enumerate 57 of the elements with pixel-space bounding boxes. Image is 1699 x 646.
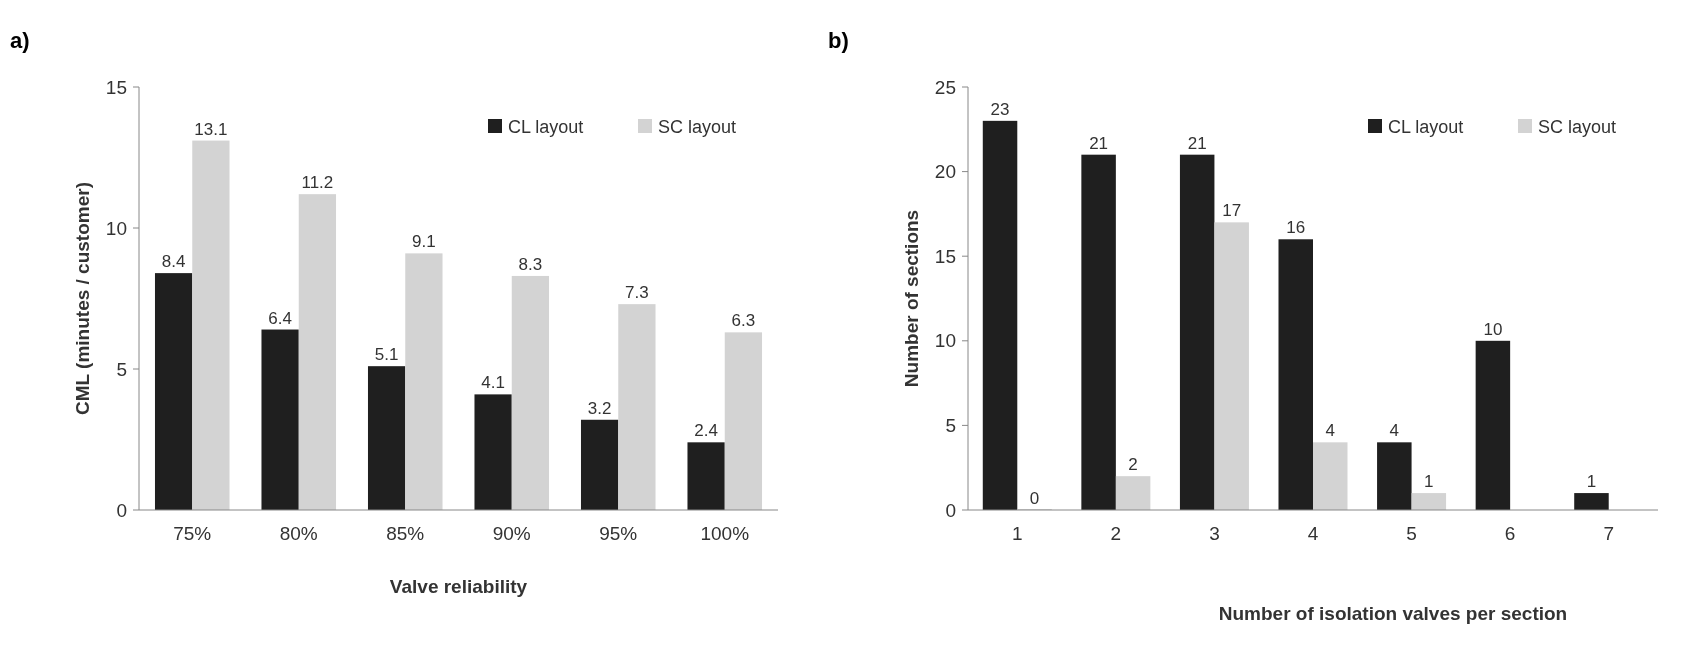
data-label: 8.3 [518,254,543,274]
y-tick-label: 0 [945,499,956,521]
y-tick-label: 0 [116,499,127,521]
x-tick-label: 90% [492,523,531,544]
chart-title: a) [10,28,30,53]
x-tick-label: 100% [700,523,750,544]
y-axis-title: Number of sections [901,209,922,388]
data-label: 17 [1222,201,1242,221]
legend-label: SC layout [658,117,737,138]
data-label: 7.3 [625,283,649,303]
y-tick-label: 5 [945,415,956,437]
x-tick-label: 85% [386,523,425,544]
data-label: 8.4 [161,252,186,272]
x-axis-title: Number of isolation valves per section [1218,603,1568,624]
data-label: 13.1 [194,119,228,139]
y-tick-label: 15 [934,245,956,267]
x-tick-label: 80% [279,523,318,544]
data-label: 6.4 [268,308,292,328]
data-label: 10 [1483,319,1503,339]
data-label: 0 [1029,489,1040,508]
data-label: 6.3 [731,311,756,331]
data-label: 11.2 [301,173,334,193]
data-label: 2.4 [694,421,718,441]
y-tick-label: 25 [934,76,956,98]
data-label: 4.1 [481,373,505,393]
chart-title: b) [828,28,849,53]
legend-label: SC layout [1538,117,1617,138]
y-tick-label: 10 [934,330,956,352]
y-tick-label: 5 [116,358,127,380]
legend-label: CL layout [508,117,584,138]
x-tick-label: 2 [1110,523,1122,544]
data-label: 4 [1325,421,1335,441]
x-tick-label: 75% [173,523,212,544]
x-tick-label: 4 [1307,523,1319,544]
data-label: 23 [990,99,1010,119]
x-tick-label: 95% [599,523,638,544]
x-axis-title: Valve reliability [389,576,528,597]
x-tick-label: 6 [1504,523,1516,544]
data-label: 3.2 [587,398,612,418]
data-label: 1 [1424,472,1434,492]
y-tick-label: 20 [934,161,956,183]
data-label: 1 [1586,472,1597,492]
y-axis-title: CML (minutes / customer) [72,182,93,415]
y-tick-label: 10 [105,217,127,239]
x-tick-label: 1 [1012,523,1023,544]
data-label: 9.1 [412,232,436,252]
legend-label: CL layout [1388,117,1464,138]
data-label: 21 [1187,133,1207,153]
x-tick-label: 3 [1209,523,1220,544]
x-tick-label: 5 [1406,523,1417,544]
data-label: 5.1 [374,345,399,365]
data-label: 4 [1389,421,1400,441]
y-tick-label: 15 [105,76,127,98]
x-tick-label: 7 [1603,523,1614,544]
data-label: 16 [1286,218,1306,238]
data-label: 21 [1089,133,1109,153]
data-label: 2 [1128,455,1138,475]
